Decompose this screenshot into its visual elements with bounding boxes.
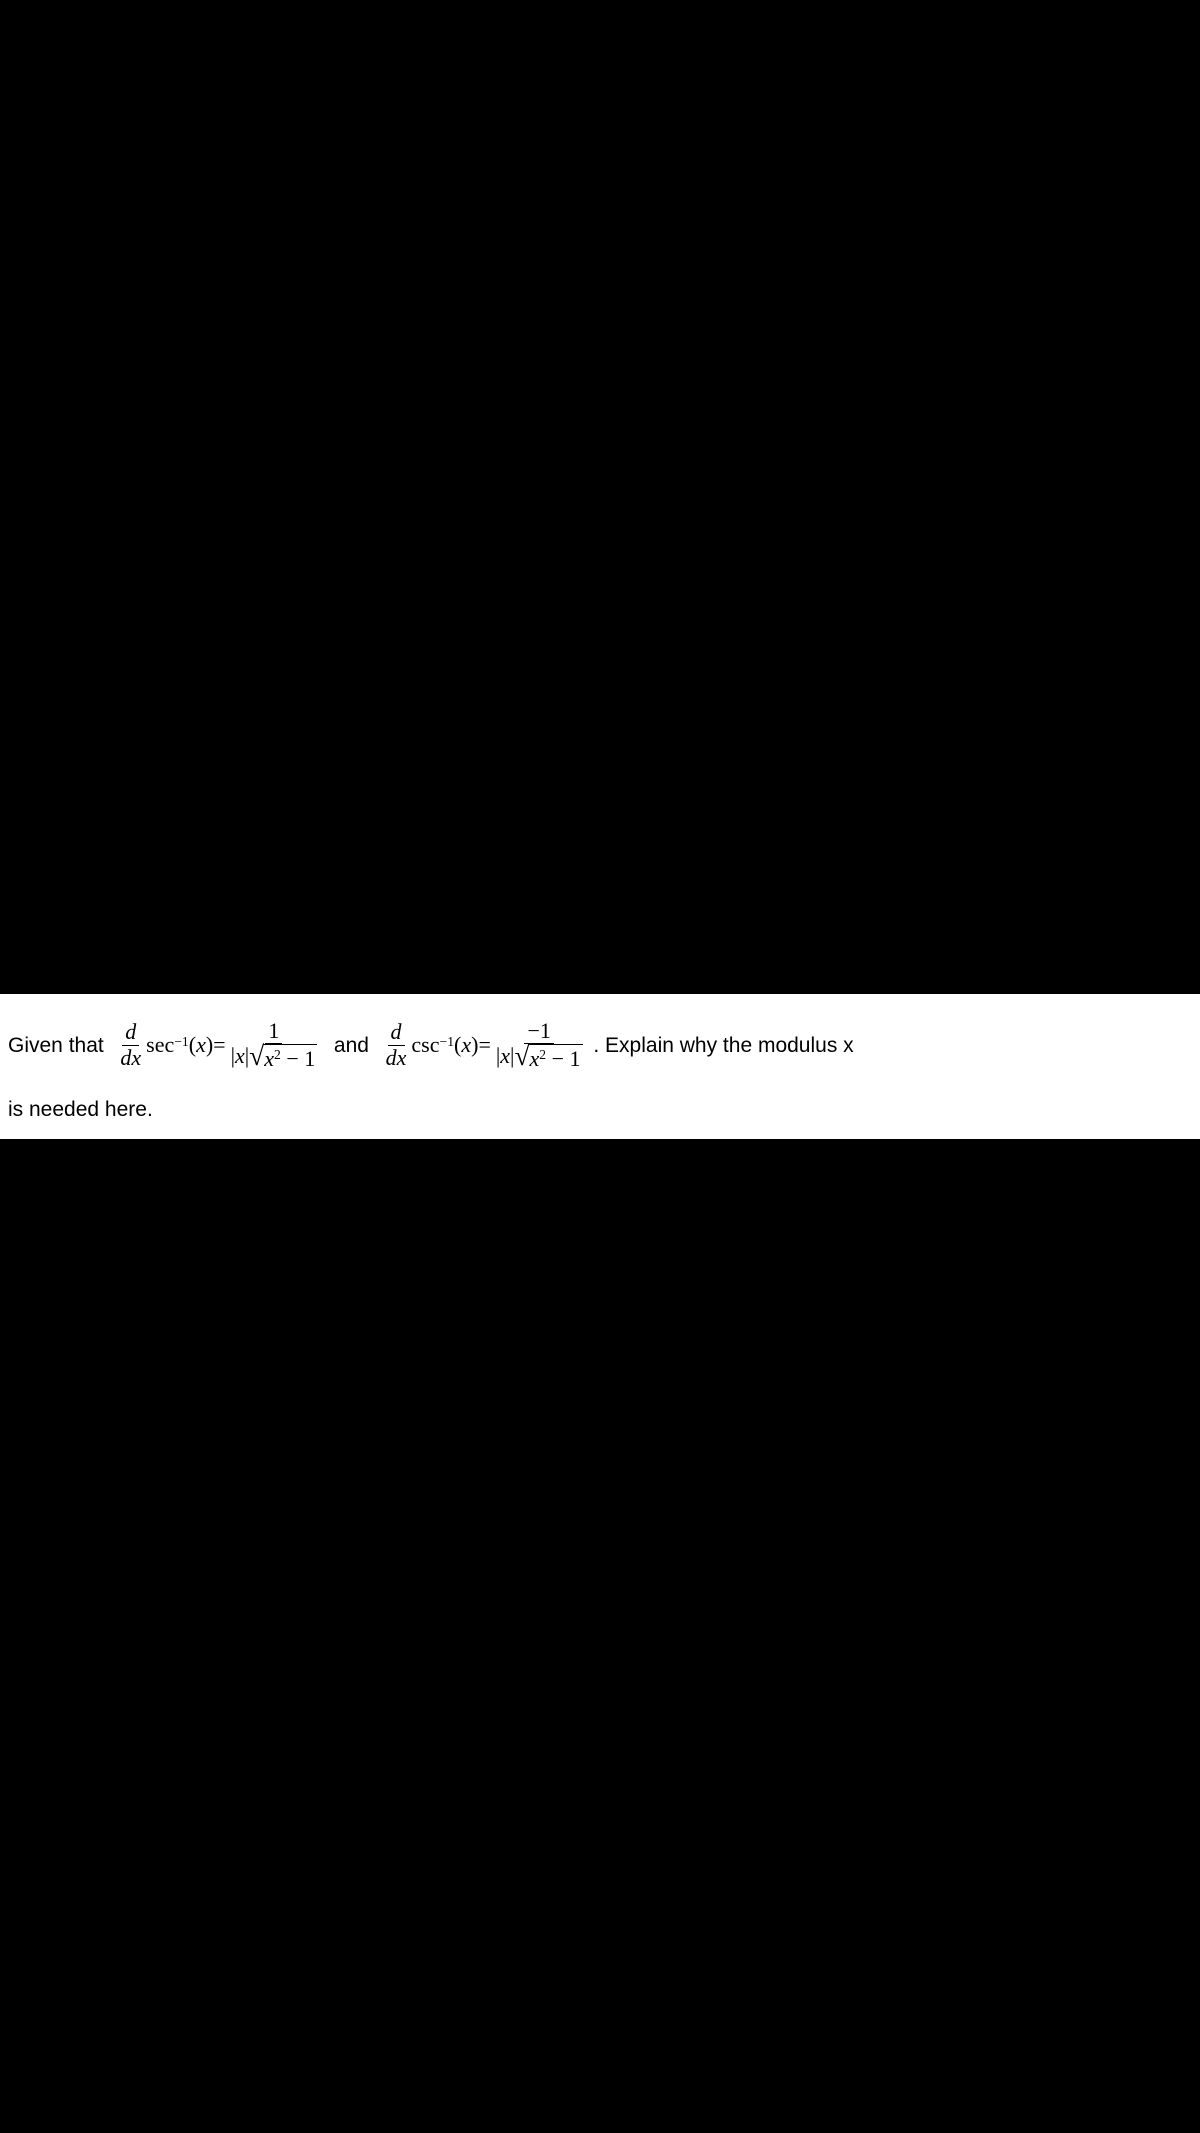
equation-line: Given that d dx sec−1(x) = 1 |x|√x2 − 1 …: [8, 1006, 1200, 1084]
text-explain: . Explain why the modulus x: [588, 1035, 854, 1056]
equals-1: =: [213, 1034, 225, 1056]
csc-inverse-x: csc−1(x): [411, 1034, 478, 1056]
text-and: and: [322, 1035, 380, 1056]
text-given-that: Given that: [8, 1035, 115, 1056]
text-is-needed-here: is needed here.: [8, 1098, 1200, 1122]
fraction-rhs-1: 1 |x|√x2 − 1: [228, 1019, 321, 1071]
sec-inverse-x: sec−1(x): [146, 1034, 213, 1056]
math-problem-strip: Given that d dx sec−1(x) = 1 |x|√x2 − 1 …: [0, 994, 1200, 1139]
fraction-rhs-2: −1 |x|√x2 − 1: [493, 1019, 586, 1071]
equals-2: =: [478, 1034, 490, 1056]
fraction-d-dx-1: d dx: [117, 1020, 144, 1069]
fraction-d-dx-2: d dx: [383, 1020, 410, 1069]
